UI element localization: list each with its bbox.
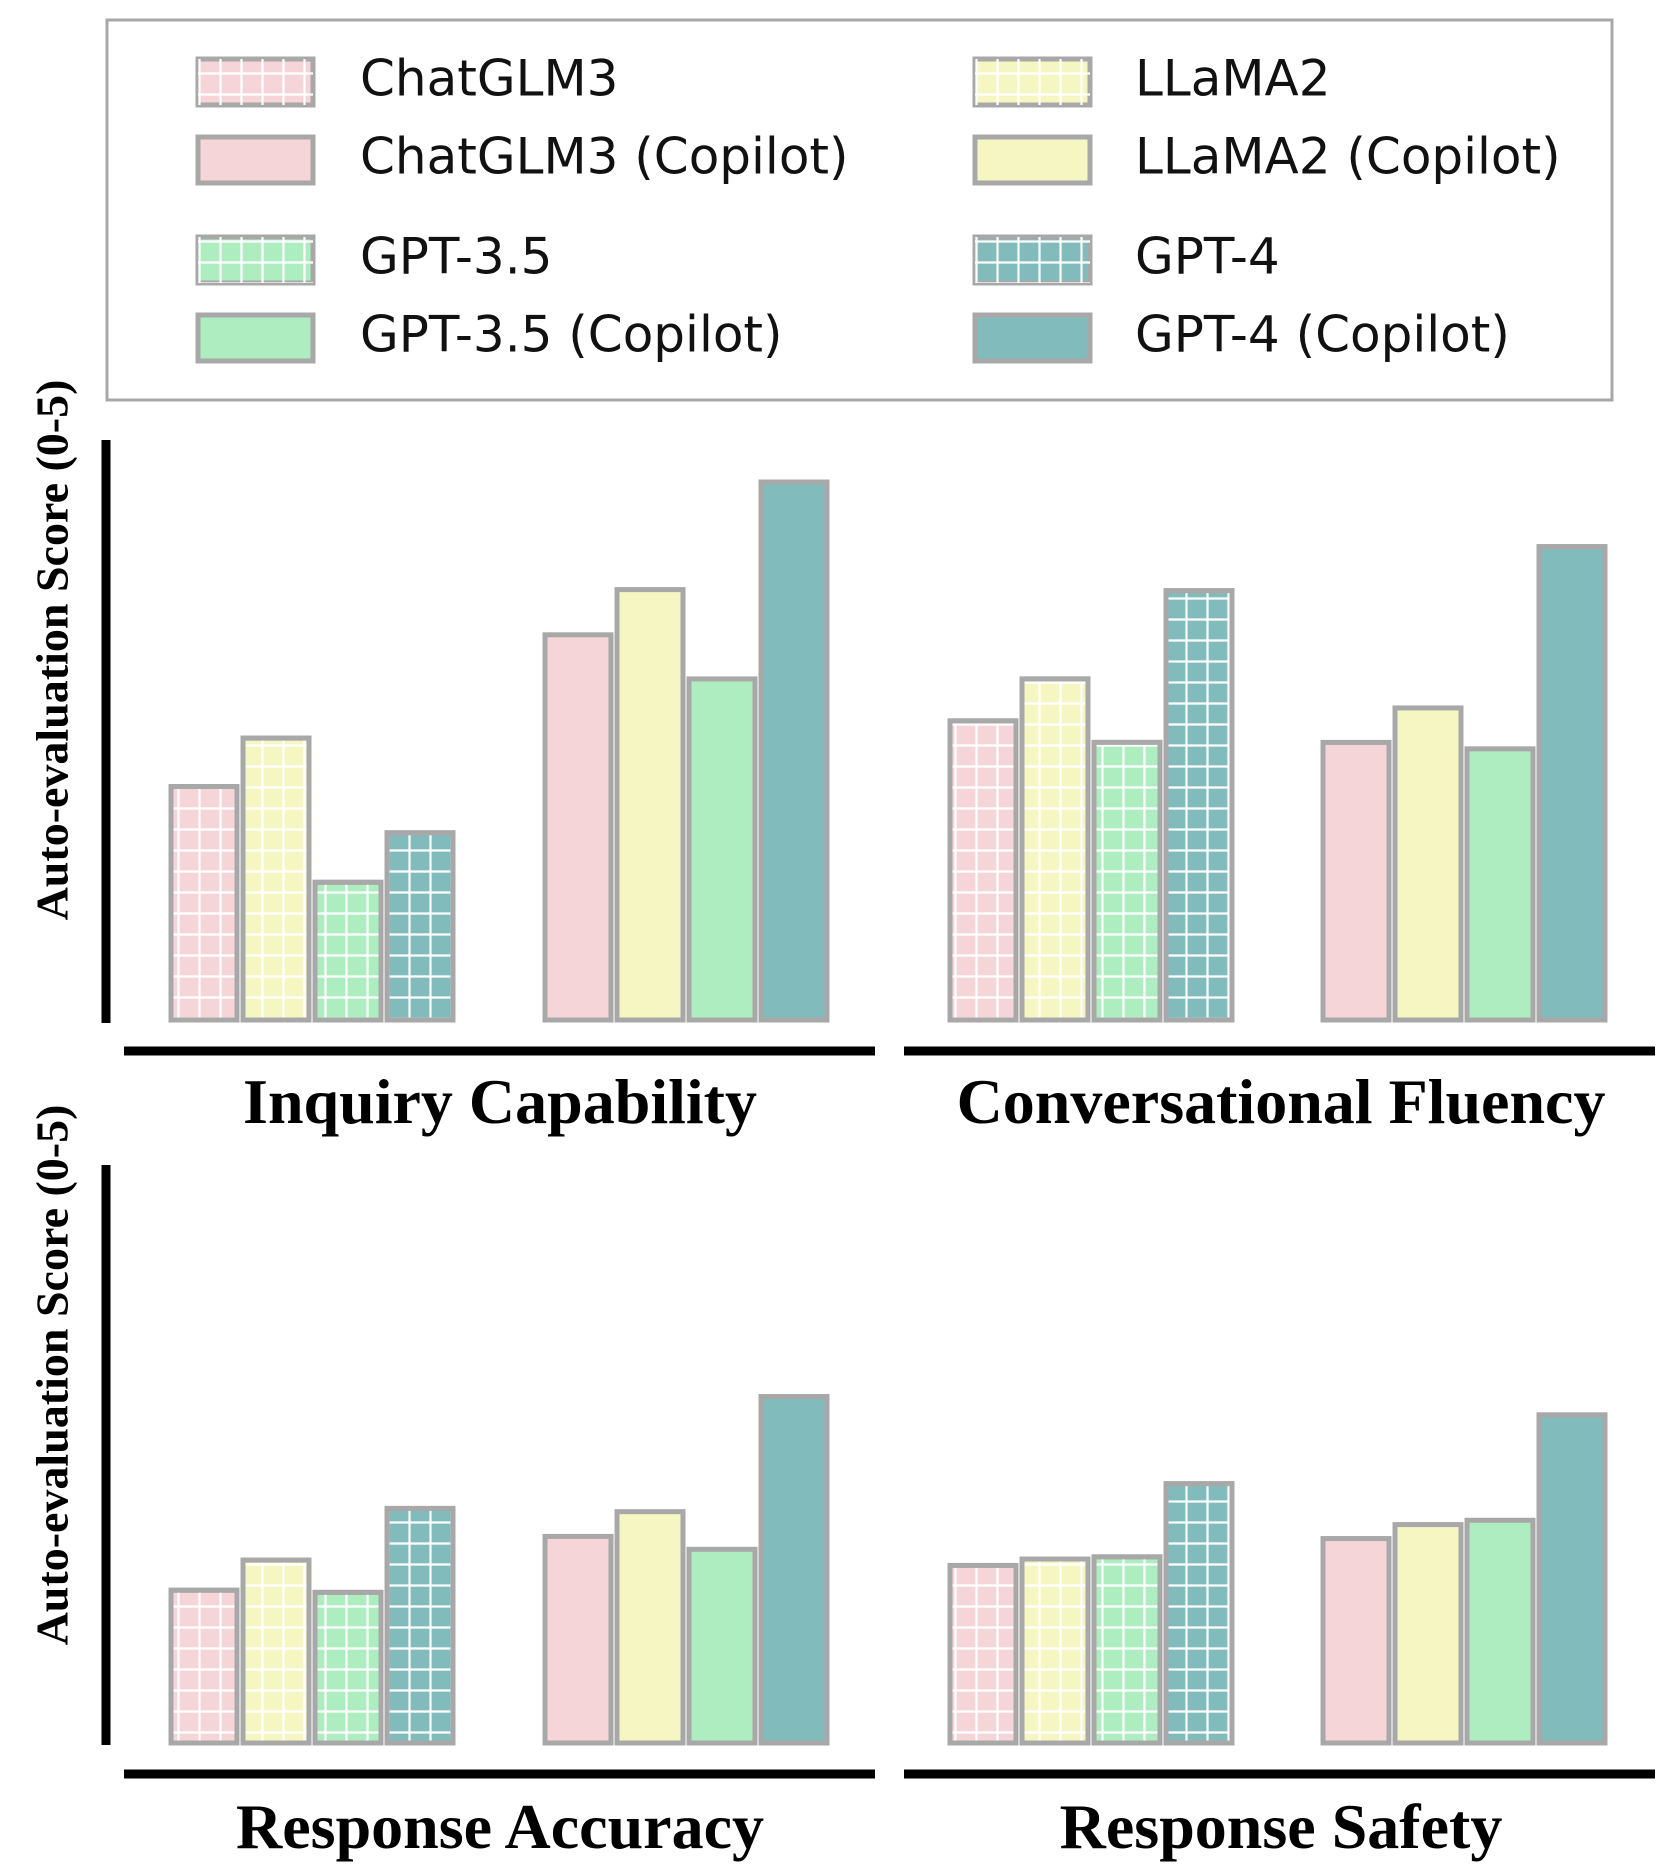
panel-title-accuracy: Response Accuracy bbox=[236, 1791, 764, 1862]
bar-border-inquiry-capability-gpt-3-5 bbox=[312, 879, 384, 1023]
bar-response-accuracy-gpt-3-5-copilot bbox=[686, 1546, 758, 1746]
bar-inquiry-capability-chatglm3-copilot bbox=[542, 632, 614, 1023]
bar-conversational-fluency-chatglm3-copilot bbox=[1320, 739, 1392, 1023]
bar-hatch-inquiry-capability-gpt-4 bbox=[387, 832, 453, 1020]
bar-inquiry-capability-llama2-copilot bbox=[614, 587, 686, 1023]
bar-border-conversational-fluency-chatglm3 bbox=[947, 718, 1019, 1023]
bar-response-safety-chatglm3-copilot bbox=[1320, 1536, 1392, 1746]
bar-hatch-response-accuracy-gpt-3-5 bbox=[315, 1592, 381, 1743]
bar-border-response-safety-llama2 bbox=[1019, 1556, 1091, 1746]
y-axis-label-bottom: Auto-evaluation Score (0-5) bbox=[27, 1105, 78, 1646]
legend-swatch-hatch-gpt-3-5 bbox=[198, 237, 313, 283]
y-axis-label: Auto-evaluation Score (0-5) bbox=[27, 380, 78, 921]
legend: ChatGLM3 ChatGLM3 (Copilot) GPT-3.5 GPT-3.5… bbox=[105, 18, 1614, 402]
panel-title-inquiry: Inquiry Capability bbox=[243, 1066, 757, 1137]
bar-border-conversational-fluency-gpt-4 bbox=[1163, 588, 1235, 1023]
bar-conversational-fluency-llama2-copilot bbox=[1392, 705, 1464, 1023]
legend-label-chatglm3-copilot: ChatGLM3 (Copilot) bbox=[360, 128, 849, 186]
legend-items: ChatGLM3 ChatGLM3 (Copilot) GPT-3.5 GPT-3.5… bbox=[195, 50, 1561, 364]
bar-border-inquiry-capability-gpt-4 bbox=[384, 830, 456, 1023]
panel-title-safety: Response Safety bbox=[1060, 1791, 1503, 1862]
bar-border-response-safety-chatglm3 bbox=[947, 1562, 1019, 1746]
bar-inquiry-capability-gpt-4-copilot bbox=[758, 479, 830, 1023]
bar-hatch-conversational-fluency-gpt-4 bbox=[1166, 590, 1232, 1020]
legend-swatch-hatch-llama2 bbox=[975, 59, 1090, 105]
legend-frame bbox=[105, 18, 1614, 402]
bar-hatch-conversational-fluency-chatglm3 bbox=[950, 720, 1016, 1020]
bar-border-response-safety-gpt-4 bbox=[1163, 1481, 1235, 1746]
bar-response-accuracy-gpt-4-copilot bbox=[758, 1394, 830, 1746]
legend-swatch-gpt-3-5-copilot bbox=[195, 312, 316, 364]
bar-hatch-inquiry-capability-chatglm3 bbox=[171, 786, 237, 1020]
legend-label-gpt-4: GPT-4 bbox=[1135, 228, 1280, 286]
bar-response-safety-llama2-copilot bbox=[1392, 1522, 1464, 1746]
legend-label-gpt-4-copilot: GPT-4 (Copilot) bbox=[1135, 306, 1510, 364]
bar-response-safety-gpt-4-copilot bbox=[1536, 1412, 1608, 1746]
bar-hatch-conversational-fluency-llama2 bbox=[1022, 678, 1088, 1020]
bar-border-response-accuracy-gpt-4 bbox=[384, 1505, 456, 1746]
bar-hatch-conversational-fluency-gpt-3-5 bbox=[1094, 742, 1160, 1020]
bar-border-response-safety-gpt-3-5 bbox=[1091, 1554, 1163, 1746]
bars bbox=[168, 479, 1608, 1746]
bar-border-conversational-fluency-llama2 bbox=[1019, 676, 1091, 1023]
bar-border-response-accuracy-llama2 bbox=[240, 1557, 312, 1746]
bar-hatch-response-safety-gpt-4 bbox=[1166, 1483, 1232, 1743]
bar-hatch-response-accuracy-chatglm3 bbox=[171, 1590, 237, 1743]
bar-hatch-response-safety-llama2 bbox=[1022, 1559, 1088, 1743]
bar-hatch-response-safety-gpt-3-5 bbox=[1094, 1556, 1160, 1743]
y-axis-label: Auto-evaluation Score (0-5) bbox=[27, 1105, 78, 1646]
bar-response-accuracy-chatglm3-copilot bbox=[542, 1533, 614, 1746]
bar-conversational-fluency-gpt-4-copilot bbox=[1536, 544, 1608, 1023]
bar-hatch-inquiry-capability-gpt-3-5 bbox=[315, 882, 381, 1020]
y-axis-label-top: Auto-evaluation Score (0-5) bbox=[27, 380, 78, 921]
bar-border-response-accuracy-gpt-3-5 bbox=[312, 1589, 384, 1746]
bar-hatch-response-safety-chatglm3 bbox=[950, 1565, 1016, 1743]
bar-hatch-response-accuracy-llama2 bbox=[243, 1560, 309, 1743]
bar-hatch-response-accuracy-gpt-4 bbox=[387, 1508, 453, 1743]
bar-inquiry-capability-gpt-3-5-copilot bbox=[686, 676, 758, 1023]
legend-swatch-chatglm3-copilot bbox=[195, 134, 316, 186]
legend-swatch-gpt-4-copilot bbox=[972, 312, 1093, 364]
legend-label-llama2: LLaMA2 bbox=[1135, 50, 1331, 108]
bar-border-inquiry-capability-llama2 bbox=[240, 735, 312, 1023]
legend-swatch-hatch-gpt-4 bbox=[975, 237, 1090, 283]
panel-title-fluency: Conversational Fluency bbox=[957, 1066, 1606, 1137]
bar-hatch-inquiry-capability-llama2 bbox=[243, 738, 309, 1020]
bar-border-response-accuracy-chatglm3 bbox=[168, 1587, 240, 1746]
legend-swatch-hatch-chatglm3 bbox=[198, 59, 313, 105]
legend-label-gpt-3-5-copilot: GPT-3.5 (Copilot) bbox=[360, 306, 783, 364]
bar-conversational-fluency-gpt-3-5-copilot bbox=[1464, 746, 1536, 1023]
bar-response-safety-gpt-3-5-copilot bbox=[1464, 1517, 1536, 1746]
legend-swatch-llama2-copilot bbox=[972, 134, 1093, 186]
bar-border-inquiry-capability-chatglm3 bbox=[168, 784, 240, 1023]
legend-label-gpt-3-5: GPT-3.5 bbox=[360, 228, 552, 286]
legend-label-llama2-copilot: LLaMA2 (Copilot) bbox=[1135, 128, 1561, 186]
bar-response-accuracy-llama2-copilot bbox=[614, 1509, 686, 1746]
legend-label-chatglm3: ChatGLM3 bbox=[360, 50, 618, 108]
bar-border-conversational-fluency-gpt-3-5 bbox=[1091, 739, 1163, 1023]
